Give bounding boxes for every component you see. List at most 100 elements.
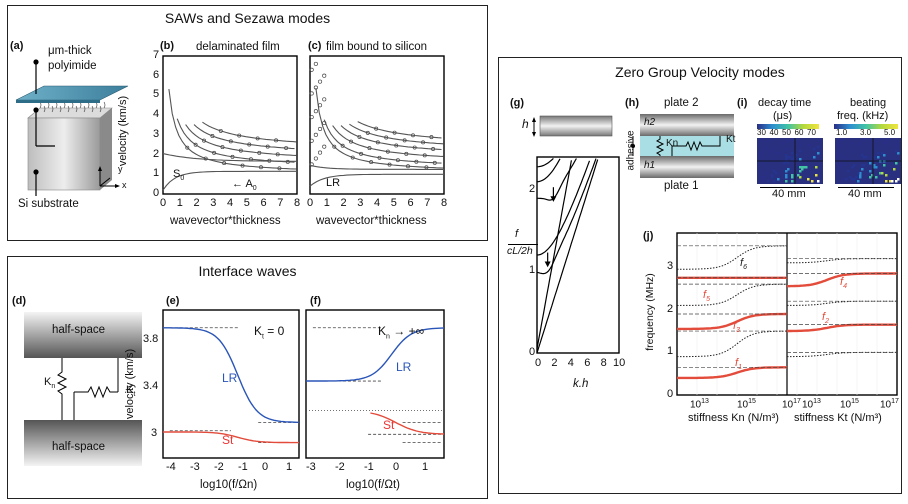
x-tick-label: -3 <box>306 461 316 473</box>
map-pixel <box>787 140 790 143</box>
decay-title: decay time <box>758 97 812 109</box>
map-pixel <box>799 166 802 169</box>
data-point <box>265 144 270 149</box>
map-pixel <box>763 156 766 159</box>
map-pixel <box>897 152 900 155</box>
map-pixel <box>769 154 772 157</box>
chart-c <box>309 55 445 195</box>
y-tick-label: 7 <box>153 49 160 61</box>
x-tick-label: -2 <box>214 461 224 473</box>
mode-label-f2: f2 <box>822 311 829 326</box>
map-pixel <box>861 154 864 157</box>
beat-title: beating <box>850 97 887 109</box>
data-point <box>432 160 437 165</box>
data-point <box>421 140 426 145</box>
map-pixel <box>859 172 862 175</box>
map-pixel <box>837 146 840 149</box>
data-point <box>193 142 198 147</box>
data-point <box>277 166 282 171</box>
adhesive-label: adhesive <box>625 130 637 171</box>
dispersion-curve <box>323 119 442 164</box>
data-point <box>422 153 427 158</box>
plate1-label: plate 1 <box>664 180 699 192</box>
j-xlabel-left: stiffness Kn (N/m³) <box>688 412 779 424</box>
h1-label: h1 <box>644 160 656 171</box>
map-pixel <box>803 166 806 169</box>
data-point <box>309 67 314 72</box>
map-pixel <box>879 172 882 175</box>
plate-illustration-g <box>532 115 613 137</box>
map-pixel <box>785 174 788 177</box>
map-pixel <box>785 156 788 159</box>
fundamental-curve <box>309 173 444 187</box>
lamb-mode-curve <box>536 158 597 275</box>
lr-label-c: LR <box>326 177 341 189</box>
kt-label-h: Kt <box>726 134 736 145</box>
map-pixel <box>777 152 780 155</box>
x-tick-label: -1 <box>238 461 248 473</box>
map-pixel <box>773 158 776 161</box>
x-tick-label: 1015 <box>737 398 756 411</box>
map-pixel <box>889 180 892 183</box>
map-pixel <box>877 156 880 159</box>
panel-b-title: delaminated film <box>196 41 280 53</box>
map-pixel <box>895 162 898 165</box>
data-point <box>322 97 327 102</box>
axis-x-label: x <box>122 180 127 190</box>
mode-label-f1: f1 <box>735 357 742 372</box>
map-pixel <box>875 140 878 143</box>
data-point <box>218 128 223 133</box>
map-pixel <box>835 172 838 175</box>
map-pixel <box>885 142 888 145</box>
data-point <box>374 126 379 131</box>
map-pixel <box>773 148 776 151</box>
x-tick-label: 3 <box>357 197 364 209</box>
st-curve <box>370 412 445 435</box>
x-tick-label: 0 <box>262 461 269 473</box>
y-tick-label: 0 <box>529 346 536 358</box>
data-point <box>222 161 227 166</box>
plot-frame <box>309 55 445 195</box>
map-pixel <box>885 180 888 183</box>
mode-curve-red <box>787 323 897 333</box>
x-tick-label: 0 <box>535 357 542 369</box>
panel-e-label: (e) <box>166 295 180 307</box>
data-point <box>313 132 318 137</box>
map-pixel <box>757 152 760 155</box>
map-pixel <box>883 154 886 157</box>
chart-e <box>162 309 300 459</box>
mode-curve-dotted <box>787 351 897 358</box>
map-pixel <box>795 140 798 143</box>
map-pixel <box>765 146 768 149</box>
f-condition: Kn → +∞ <box>378 324 425 341</box>
kn-label-h: Kn <box>666 138 679 149</box>
data-point <box>318 150 323 155</box>
data-point <box>284 146 289 150</box>
mode-curve-red <box>677 312 787 331</box>
data-point <box>384 135 389 140</box>
zgv-arrowhead <box>550 196 557 202</box>
map-pixel <box>791 158 794 161</box>
map-pixel <box>857 172 860 175</box>
map-pixel <box>809 144 812 147</box>
panel-i-label: (i) <box>737 97 748 109</box>
data-point <box>259 165 263 170</box>
x-tick-label: 1017 <box>880 398 899 411</box>
map-pixel <box>813 148 816 151</box>
data-point <box>322 120 327 126</box>
map-pixel <box>795 154 798 157</box>
x-tick-label: 2 <box>193 197 200 209</box>
map-pixel <box>863 164 866 167</box>
zgv-arrowhead <box>544 261 551 268</box>
map-pixel <box>801 166 804 169</box>
data-point <box>414 159 419 164</box>
map-pixel <box>793 158 796 161</box>
map-pixel <box>839 166 842 169</box>
map-pixel <box>759 156 762 159</box>
dispersion-curve <box>185 124 297 156</box>
scale-line-1 <box>760 187 820 188</box>
map-pixel <box>781 142 784 145</box>
data-point <box>332 144 337 149</box>
mode-label-f6: f6 <box>740 257 747 272</box>
data-point <box>309 138 314 143</box>
